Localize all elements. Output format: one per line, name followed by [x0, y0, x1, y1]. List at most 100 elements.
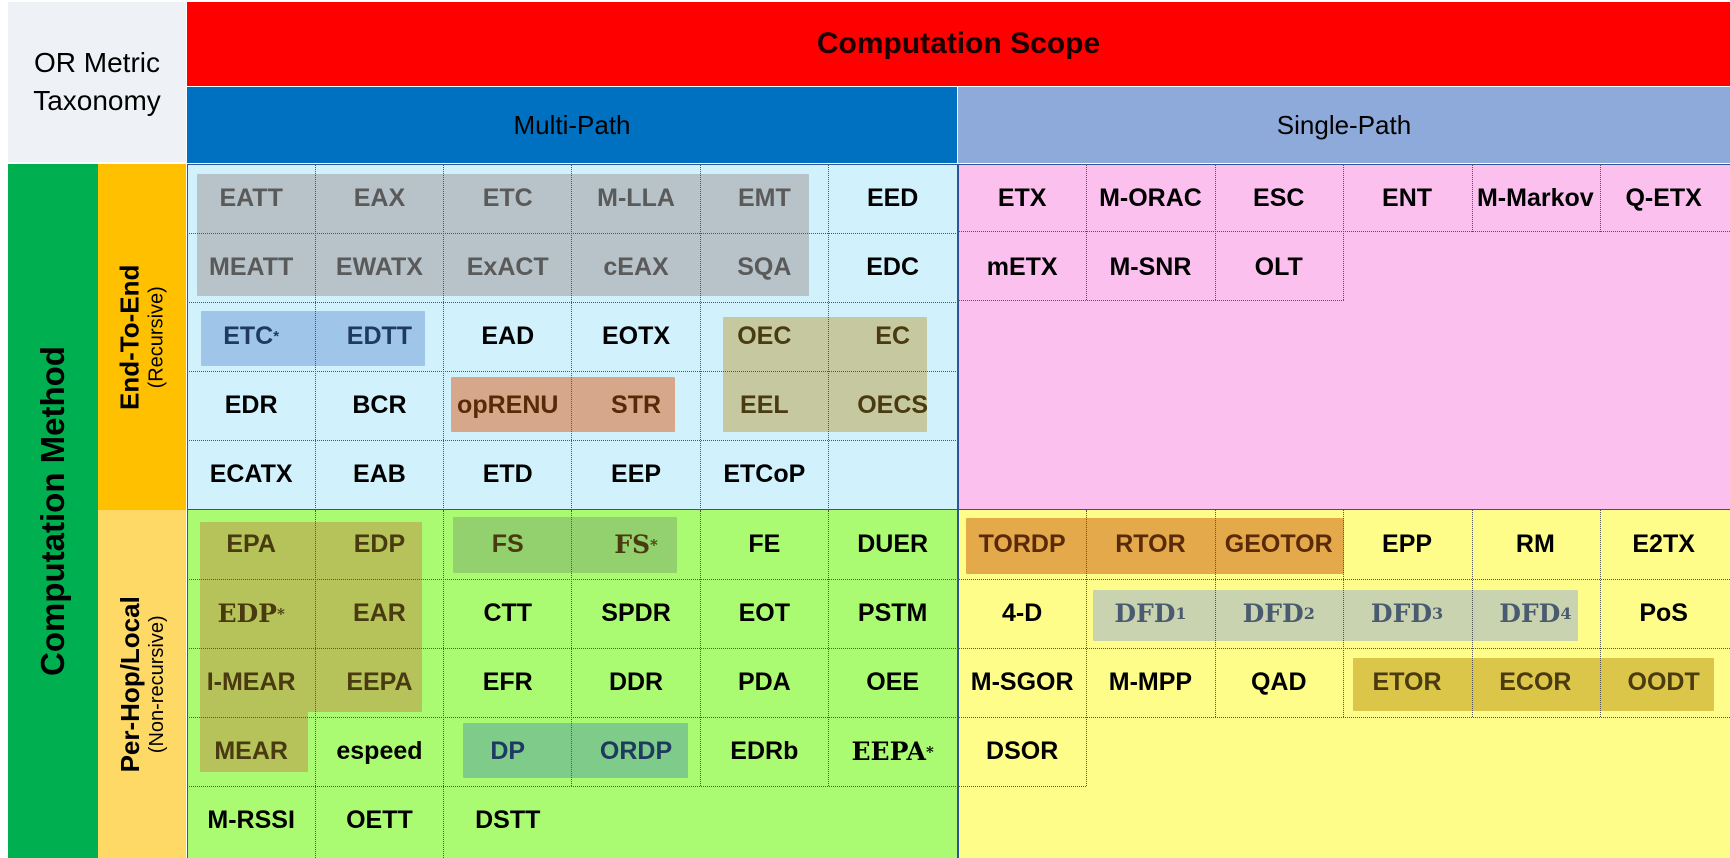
- group-highlight: [463, 723, 688, 778]
- metric-cell: EOT: [700, 579, 828, 648]
- metric-subscript: 4: [1560, 604, 1572, 623]
- metric-label: STR: [611, 391, 662, 419]
- grid-line: [187, 717, 958, 718]
- metric-cell: ETCoP: [700, 440, 828, 509]
- metric-cell: QAD: [1215, 648, 1343, 717]
- metric-superscript: *: [650, 535, 658, 554]
- metric-label: OECS: [857, 391, 929, 419]
- metric-label: ESC: [1253, 184, 1305, 212]
- metric-cell: ETC *: [187, 302, 315, 371]
- metric-label: DSTT: [475, 806, 541, 834]
- metric-label: EATT: [219, 184, 283, 212]
- metric-label: EFR: [482, 668, 533, 696]
- metric-cell: M-RSSI: [187, 786, 315, 855]
- taxonomy-corner-label: OR Metric Taxonomy: [8, 2, 186, 162]
- grid-line: [1215, 164, 1216, 300]
- metric-label: ECOR: [1499, 668, 1572, 696]
- metric-label: ORDP: [599, 737, 673, 765]
- metric-label: M-MPP: [1108, 668, 1193, 696]
- metric-cell: OECS: [829, 371, 957, 440]
- metric-label: GEOTOR: [1224, 530, 1333, 558]
- metric-label: PDA: [737, 668, 791, 696]
- metric-cell: MEATT: [187, 233, 315, 302]
- metric-cell: ETC: [444, 164, 572, 233]
- grid-line: [187, 648, 958, 649]
- metric-cell: DSTT: [444, 786, 572, 855]
- metric-label: MEAR: [214, 737, 288, 765]
- metric-cell: DFD 3: [1343, 579, 1471, 648]
- group-highlight: [197, 174, 809, 296]
- metric-cell: ORDP: [572, 717, 700, 786]
- metric-cell: DSOR: [958, 717, 1086, 786]
- grid-line: [187, 302, 958, 303]
- grid-line: [315, 510, 316, 858]
- metric-cell: CTT: [444, 579, 572, 648]
- metric-label: opRENU: [457, 391, 559, 419]
- metric-label: M-LLA: [597, 184, 675, 212]
- metric-label: RM: [1515, 530, 1555, 558]
- metric-cell: FS *: [572, 510, 700, 579]
- metric-cell: DFD 1: [1086, 579, 1214, 648]
- metric-label: EED: [866, 184, 919, 212]
- metric-label: I-MEAR: [206, 668, 296, 696]
- metric-cell: PDA: [700, 648, 828, 717]
- metric-cell: EDP *: [187, 579, 315, 648]
- metric-cell: EC: [829, 302, 957, 371]
- grid-line: [1343, 510, 1344, 717]
- metric-cell: DFD 2: [1215, 579, 1343, 648]
- metric-cell: EPA: [187, 510, 315, 579]
- group-highlight: [1353, 658, 1714, 711]
- metric-cell: RM: [1471, 510, 1599, 579]
- group-highlight: [200, 710, 308, 772]
- metric-label: Q-ETX: [1625, 184, 1702, 212]
- metric-cell: DUER: [829, 510, 957, 579]
- metric-cell: MEAR: [187, 717, 315, 786]
- metric-label: ETD: [482, 460, 533, 488]
- metric-label: EPA: [226, 530, 276, 558]
- grid-line: [571, 164, 572, 510]
- metric-label: OETT: [346, 806, 413, 834]
- metric-label: ETC: [482, 184, 533, 212]
- metric-label: TORDP: [978, 530, 1066, 558]
- metric-label: EDR: [224, 391, 278, 419]
- metric-subscript: 3: [1432, 604, 1444, 623]
- metric-cell: EDTT: [315, 302, 443, 371]
- metric-cell: Q-ETX: [1600, 164, 1728, 233]
- metric-label: E2TX: [1632, 530, 1695, 558]
- metric-label: OLT: [1254, 253, 1303, 281]
- metric-cell: ExACT: [444, 233, 572, 302]
- metric-label: mETX: [986, 253, 1058, 281]
- metric-label: PSTM: [857, 599, 928, 627]
- metric-cell: M-SGOR: [958, 648, 1086, 717]
- grid-line: [828, 164, 829, 510]
- grid-line: [1086, 164, 1087, 300]
- corner-line-2: Taxonomy: [33, 85, 161, 116]
- grid-line: [958, 579, 1730, 580]
- metric-label: EEPA: [346, 668, 413, 696]
- group-highlight: [200, 522, 422, 712]
- metric-cell: EAR: [315, 579, 443, 648]
- metric-label: EEL: [740, 391, 789, 419]
- metric-cell: opRENU: [444, 371, 572, 440]
- metric-cell: RTOR: [1086, 510, 1214, 579]
- metric-label: DFD: [1114, 599, 1176, 628]
- metric-label: M-SGOR: [970, 668, 1074, 696]
- metric-label: QAD: [1250, 668, 1307, 696]
- metric-cell: BCR: [315, 371, 443, 440]
- metric-cell: DFD 4: [1471, 579, 1599, 648]
- grid-line: [1472, 164, 1473, 232]
- metric-label: ExACT: [466, 253, 549, 281]
- metric-cell: M-MPP: [1086, 648, 1214, 717]
- computation-scope-header: Computation Scope: [187, 2, 1730, 86]
- metric-superscript: *: [925, 742, 934, 761]
- corner-line-1: OR Metric: [34, 47, 160, 79]
- metric-cell: EDP: [315, 510, 443, 579]
- per-hop-sublabel: (Non-recursive): [145, 615, 168, 753]
- group-highlight: [453, 517, 677, 573]
- metric-label: BCR: [352, 391, 407, 419]
- metric-cell: ENT: [1343, 164, 1471, 233]
- metric-label: EDP: [353, 530, 406, 558]
- group-highlight: [451, 377, 675, 432]
- metric-cell: EDR: [187, 371, 315, 440]
- grid-line: [958, 231, 1730, 232]
